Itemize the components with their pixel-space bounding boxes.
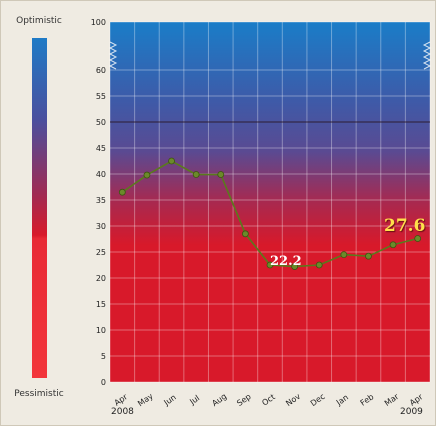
x-axis-tick-labels: Apr May Jun Jul Aug Sep Oct Nov Dec Jan Feb Mar Apr xyxy=(113,391,425,408)
data-point xyxy=(192,171,200,178)
end-year-label: 2009 xyxy=(400,407,423,417)
x-tick-label: Nov xyxy=(284,392,302,408)
x-tick-label: Dec xyxy=(309,392,327,408)
data-point xyxy=(266,261,274,269)
data-point xyxy=(217,171,225,178)
sentiment-gauge-bar xyxy=(32,38,47,378)
data-point xyxy=(143,171,151,179)
y-tick-label: 45 xyxy=(96,144,106,153)
y-tick-label: 20 xyxy=(96,274,106,283)
y-tick-label: 40 xyxy=(96,170,106,179)
x-tick-label: Sep xyxy=(235,392,253,408)
x-tick-label: Aug xyxy=(210,392,228,408)
plot-background xyxy=(110,22,430,382)
y-tick-label: 50 xyxy=(96,118,106,127)
x-tick-label: Jan xyxy=(334,393,350,408)
y-tick-label: 35 xyxy=(96,196,106,205)
grid-lines xyxy=(108,21,432,383)
y-axis-tick-labels: 0 5 10 15 20 25 30 35 40 45 50 55 60 100 xyxy=(91,18,106,387)
data-point xyxy=(315,261,323,269)
data-point xyxy=(168,157,175,165)
data-point xyxy=(389,241,397,249)
gauge-top-label: Optimistic xyxy=(16,16,62,26)
data-point xyxy=(365,252,372,260)
axis-break-right xyxy=(422,41,432,70)
y-tick-label: 30 xyxy=(96,222,106,231)
x-tick-label: Apr xyxy=(113,392,130,408)
x-tick-label: Feb xyxy=(359,392,376,408)
data-point xyxy=(291,263,299,270)
data-point xyxy=(340,251,348,259)
y-tick-label: 55 xyxy=(96,92,106,101)
data-point xyxy=(241,230,249,238)
x-tick-label: Apr xyxy=(408,392,425,408)
y-tick-label: 15 xyxy=(96,300,106,309)
x-tick-label: Mar xyxy=(383,392,401,408)
x-tick-label: Oct xyxy=(260,392,277,407)
y-tick-label: 5 xyxy=(101,352,106,361)
x-tick-label: May xyxy=(136,391,155,408)
start-year-label: 2008 xyxy=(111,407,134,417)
y-tick-label: 100 xyxy=(91,18,106,27)
data-label-apr-2009: 27.6 xyxy=(384,216,426,236)
axis-break-left xyxy=(108,41,118,70)
y-tick-label: 60 xyxy=(96,66,106,75)
data-label-nov: 22.2 xyxy=(270,254,302,269)
x-tick-label: Jul xyxy=(187,393,201,406)
data-series xyxy=(118,157,422,270)
y-tick-label: 10 xyxy=(96,326,106,335)
gauge-bottom-label: Pessimistic xyxy=(14,389,64,399)
x-tick-label: Jun xyxy=(162,393,178,408)
data-point xyxy=(118,188,126,196)
y-tick-label: 25 xyxy=(96,248,106,257)
data-point xyxy=(414,235,422,242)
y-tick-label: 0 xyxy=(101,378,106,387)
